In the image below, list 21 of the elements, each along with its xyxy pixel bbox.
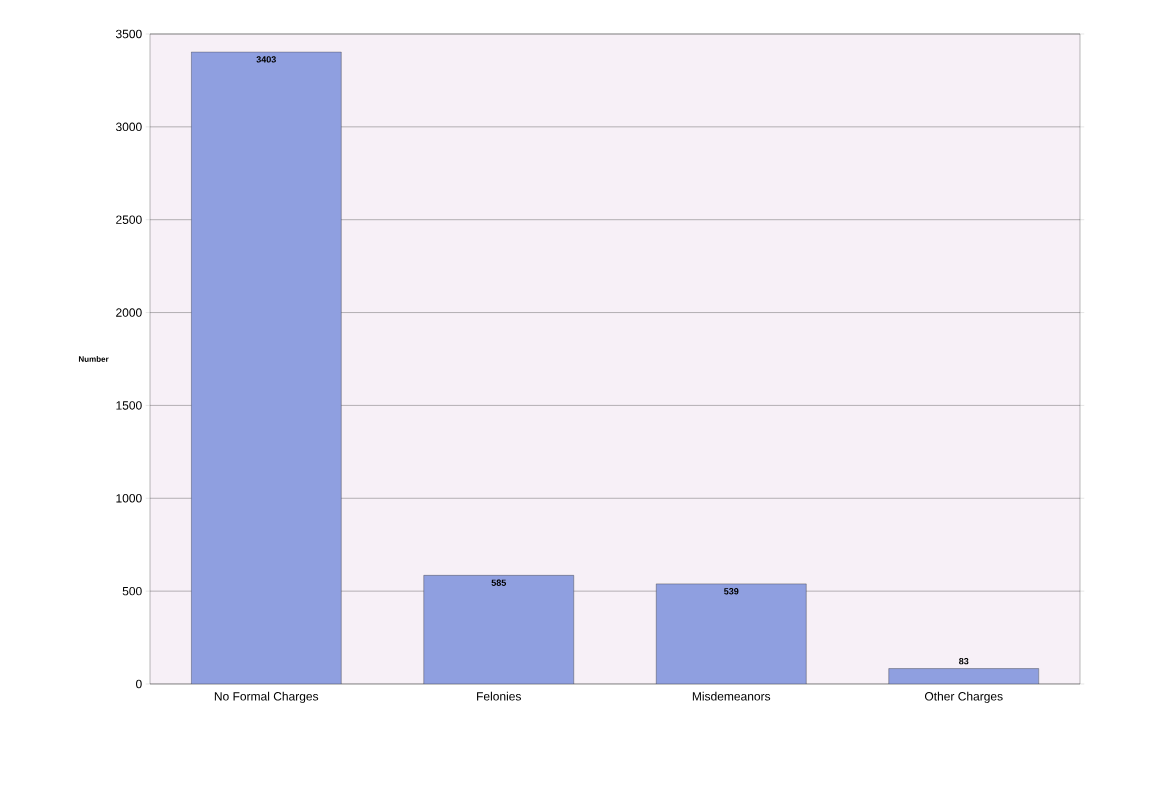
y-tick-label: 3000 (115, 122, 142, 132)
x-tick-label: Other Charges (924, 691, 1003, 703)
y-tick-label: 2000 (116, 308, 142, 317)
y-tick-label: 1000 (116, 494, 142, 503)
y-tick-label: 500 (122, 586, 142, 596)
x-tick-label: No Formal Charges (214, 691, 319, 703)
data-label: 3403 (256, 56, 276, 63)
y-axis-title: Number (78, 356, 109, 362)
x-tick-label: Misdemeanors (692, 691, 771, 701)
y-tick-label: 1500 (116, 401, 142, 410)
y-tick-label: 3500 (115, 29, 142, 39)
bar (191, 51, 342, 684)
bar (656, 583, 807, 684)
data-label: 83 (959, 657, 969, 665)
data-label: 585 (491, 579, 507, 586)
data-label: 539 (724, 588, 739, 595)
bar (423, 575, 574, 684)
y-tick-label: 0 (136, 679, 142, 689)
y-tick-label: 2500 (116, 215, 142, 224)
bar (888, 668, 1039, 684)
x-tick-label: Felonies (477, 691, 521, 701)
